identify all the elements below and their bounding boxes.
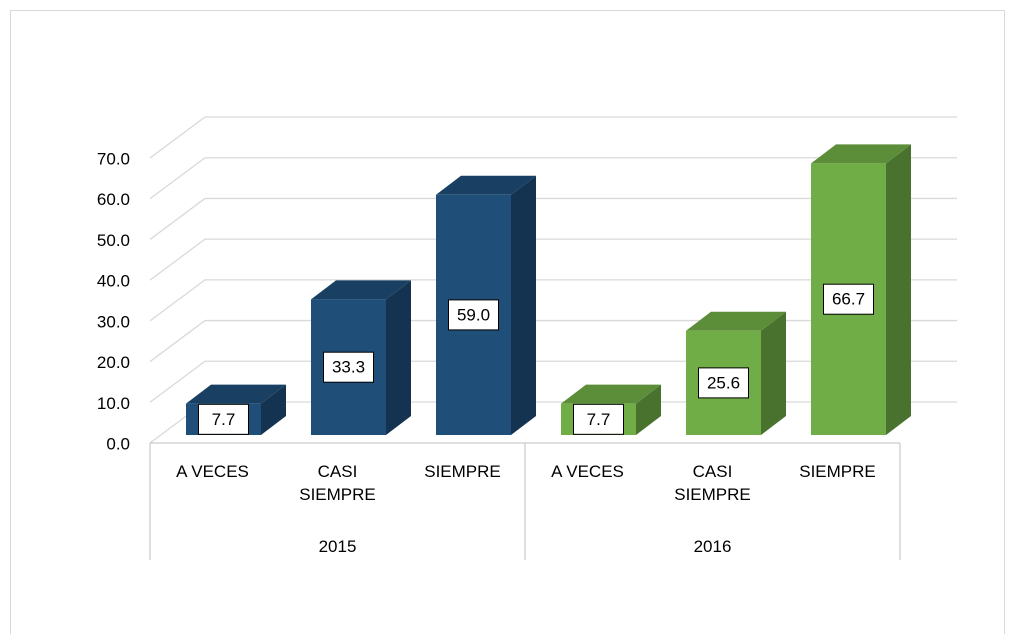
y-tick-label: 20.0 <box>97 353 130 372</box>
x-tick-label: A VECES <box>551 462 624 481</box>
y-tick-label: 60.0 <box>97 190 130 209</box>
value-label-box <box>323 351 374 383</box>
grid-line <box>149 197 957 240</box>
chart-frame <box>10 10 1005 634</box>
bar-side <box>636 384 661 435</box>
bar-side <box>386 280 411 435</box>
y-tick-label: 50.0 <box>97 231 130 250</box>
y-tick-label: 40.0 <box>97 272 130 291</box>
bar-side <box>261 384 286 435</box>
bar-side <box>761 311 786 435</box>
group-label: 2015 <box>318 537 357 556</box>
bar-top <box>686 311 786 331</box>
x-tick-label: CASI SIEMPRE <box>674 462 751 504</box>
bar-side <box>511 175 536 436</box>
value-label-box <box>573 403 624 435</box>
y-tick-label: 30.0 <box>97 312 130 331</box>
x-tick-label: CASI SIEMPRE <box>299 462 376 504</box>
bar-top <box>561 384 661 404</box>
bar-top <box>811 144 911 164</box>
value-label: 7.7 <box>587 410 611 429</box>
value-label-box <box>698 367 749 399</box>
bar-top <box>311 280 411 300</box>
value-label: 7.7 <box>212 410 236 429</box>
y-tick-label: 0.0 <box>106 434 130 453</box>
value-label-box <box>198 403 249 435</box>
value-label: 25.6 <box>707 373 740 392</box>
bar-top <box>186 384 286 404</box>
grid-line <box>149 157 957 200</box>
value-label-box <box>823 283 874 315</box>
value-label: 59.0 <box>457 305 490 324</box>
grid-line <box>149 279 957 322</box>
x-tick-label: SIEMPRE <box>799 462 876 481</box>
bar-side <box>886 144 911 435</box>
grid-line <box>149 116 957 159</box>
x-tick-label: SIEMPRE <box>424 462 501 481</box>
value-label-box <box>448 299 499 331</box>
x-tick-label: A VECES <box>176 462 249 481</box>
y-tick-label: 10.0 <box>97 394 130 413</box>
group-label: 2016 <box>693 537 732 556</box>
value-label: 66.7 <box>832 290 865 309</box>
y-tick-label: 70.0 <box>97 149 130 168</box>
bar-top <box>436 175 536 195</box>
grid-line <box>149 238 957 281</box>
value-label: 33.3 <box>332 358 365 377</box>
